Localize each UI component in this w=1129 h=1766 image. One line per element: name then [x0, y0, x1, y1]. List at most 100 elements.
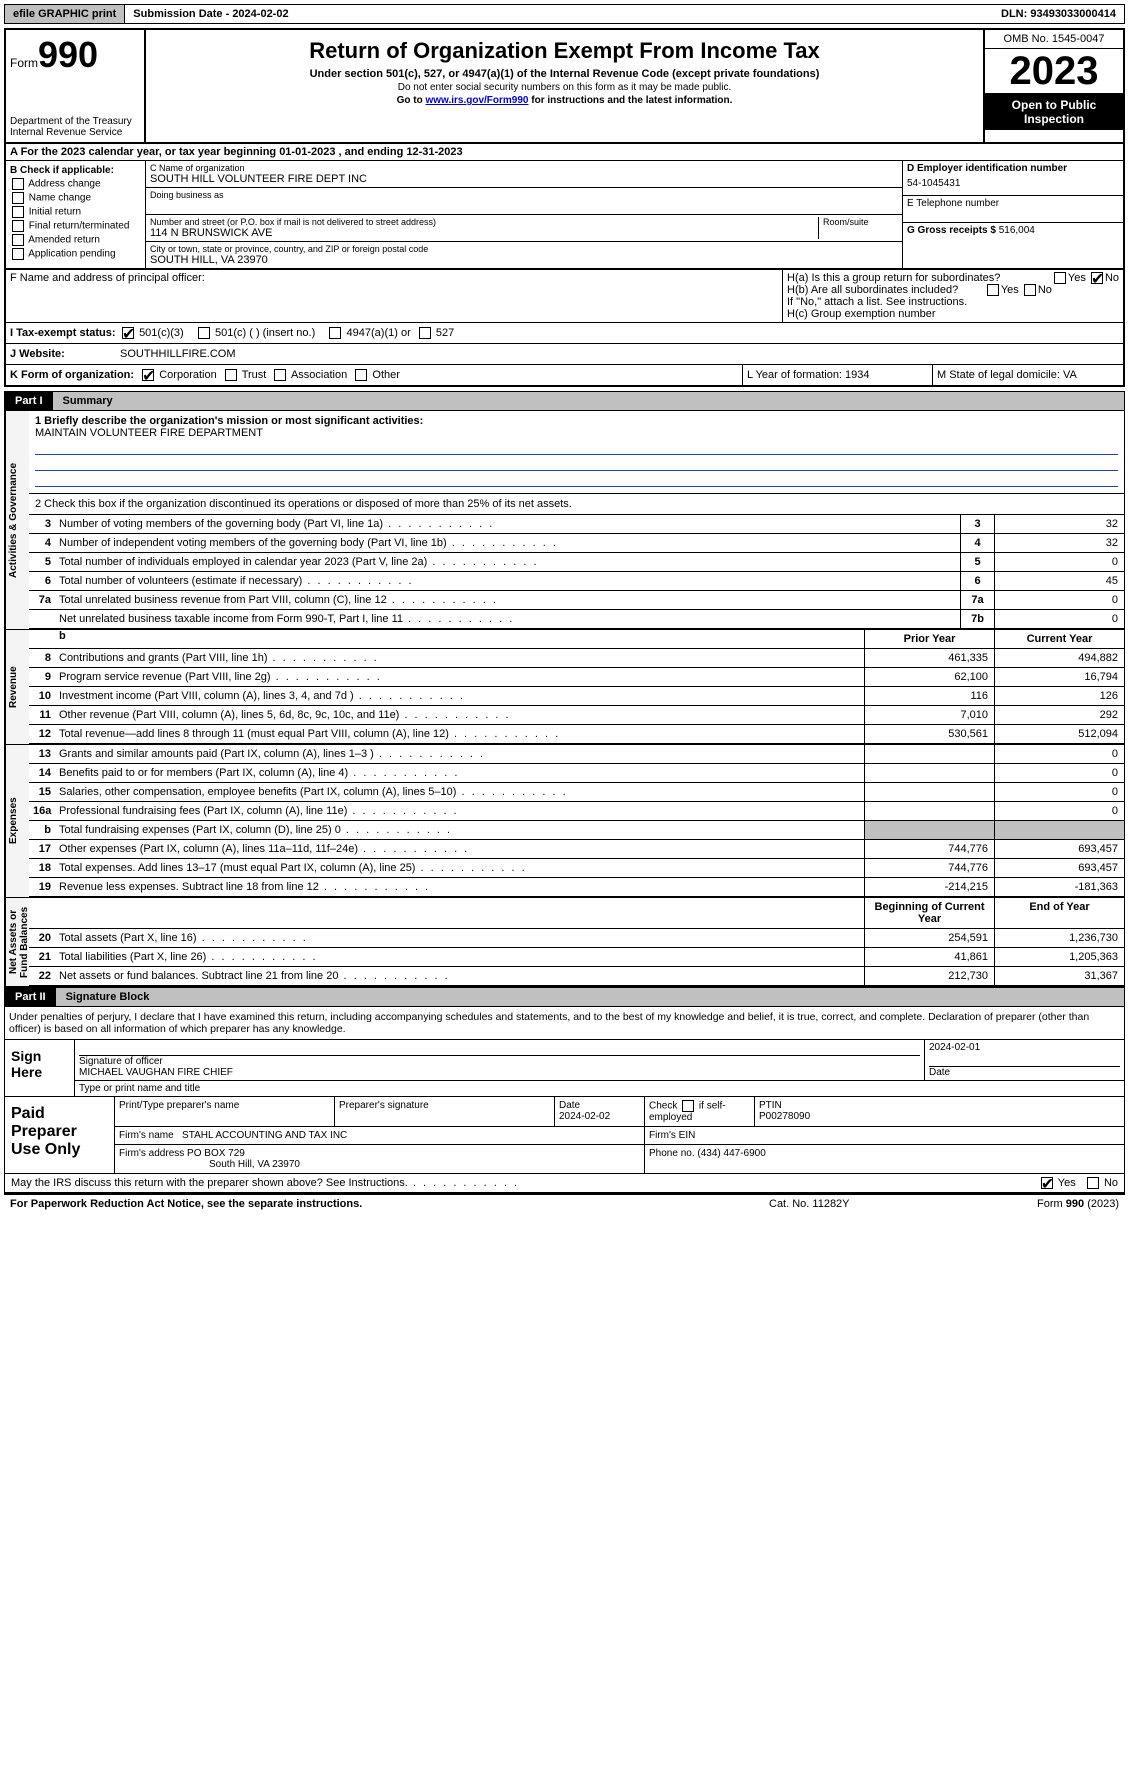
tax-year: 2023 — [985, 49, 1123, 93]
cb-discuss-yes[interactable] — [1041, 1177, 1053, 1189]
gross-receipts: 516,004 — [999, 225, 1035, 236]
form-number: 990 — [38, 34, 98, 75]
cb-initial-return[interactable] — [12, 206, 24, 218]
firm-addr1: PO BOX 729 — [187, 1148, 245, 1159]
footer-form: 990 — [1066, 1198, 1084, 1210]
phone-label: Phone no. — [649, 1148, 695, 1159]
cb-hb-no[interactable] — [1024, 284, 1036, 296]
cb-hb-yes[interactable] — [987, 284, 999, 296]
preparer-label: Paid Preparer Use Only — [5, 1097, 115, 1173]
section-a: A For the 2023 calendar year, or tax yea… — [4, 144, 1125, 161]
year-block: OMB No. 1545-0047 2023 Open to Public In… — [983, 30, 1123, 142]
topbar: efile GRAPHIC print Submission Date - 20… — [4, 4, 1125, 24]
cb-trust[interactable] — [225, 369, 237, 381]
summary-row: 9Program service revenue (Part VIII, lin… — [29, 668, 1124, 687]
hdr-current: Current Year — [994, 630, 1124, 648]
cb-other[interactable] — [355, 369, 367, 381]
firm-name-label: Firm's name — [119, 1130, 174, 1141]
summary-row: 15Salaries, other compensation, employee… — [29, 783, 1124, 802]
dba-label: Doing business as — [150, 190, 898, 200]
box-c: C Name of organization SOUTH HILL VOLUNT… — [146, 161, 903, 268]
addr-label: Number and street (or P.O. box if mail i… — [150, 217, 818, 227]
form-title: Return of Organization Exempt From Incom… — [150, 38, 979, 64]
vtab-rev: Revenue — [5, 630, 29, 744]
summary-row: 14Benefits paid to or for members (Part … — [29, 764, 1124, 783]
summary-ag: Activities & Governance 1 Briefly descri… — [4, 411, 1125, 630]
name-title-label: Type or print name and title — [75, 1081, 204, 1096]
form-note1: Do not enter social security numbers on … — [150, 82, 979, 93]
form-prefix: Form — [10, 56, 38, 70]
cb-self-employed[interactable] — [682, 1100, 694, 1112]
ein-label: D Employer identification number — [907, 163, 1119, 174]
date-label: Date — [929, 1067, 1120, 1078]
part1-label: Part I — [5, 392, 53, 410]
hb-note: If "No," attach a list. See instructions… — [787, 296, 1119, 308]
summary-row: 21Total liabilities (Part X, line 26)41,… — [29, 948, 1124, 967]
year-formation: L Year of formation: 1934 — [743, 365, 933, 385]
form-subtitle: Under section 501(c), 527, or 4947(a)(1)… — [150, 68, 979, 80]
street-address: 114 N BRUNSWICK AVE — [150, 227, 818, 239]
summary-row: 3Number of voting members of the governi… — [29, 515, 1124, 534]
efile-print-button[interactable]: efile GRAPHIC print — [5, 5, 125, 23]
cb-ha-no[interactable] — [1091, 272, 1103, 284]
irs-link[interactable]: www.irs.gov/Form990 — [425, 95, 528, 106]
part1-bar: Part I Summary — [4, 391, 1125, 411]
cb-address-change[interactable] — [12, 178, 24, 190]
row-j: J Website: SOUTHHILLFIRE.COM — [4, 344, 1125, 365]
summary-row: 20Total assets (Part X, line 16)254,5911… — [29, 929, 1124, 948]
tax-status-label: I Tax-exempt status: — [10, 327, 120, 339]
cb-name-change[interactable] — [12, 192, 24, 204]
cb-amended[interactable] — [12, 234, 24, 246]
ptin-label: PTIN — [759, 1100, 782, 1111]
summary-row: 17Other expenses (Part IX, column (A), l… — [29, 840, 1124, 859]
form-header: Form990 Department of the Treasury Inter… — [4, 28, 1125, 144]
omb-number: OMB No. 1545-0047 — [985, 30, 1123, 49]
firm-addr-label: Firm's address — [119, 1148, 184, 1159]
part2-title: Signature Block — [56, 988, 1124, 1006]
cb-discuss-no[interactable] — [1087, 1177, 1099, 1189]
principal-officer-label: F Name and address of principal officer: — [6, 270, 783, 322]
hdr-b: b — [59, 630, 66, 642]
summary-row: Net unrelated business taxable income fr… — [29, 610, 1124, 629]
phone: (434) 447-6900 — [697, 1148, 765, 1159]
city-state-zip: SOUTH HILL, VA 23970 — [150, 254, 898, 266]
cb-527[interactable] — [419, 327, 431, 339]
cb-corp[interactable] — [142, 369, 154, 381]
mission: MAINTAIN VOLUNTEER FIRE DEPARTMENT — [35, 427, 1118, 439]
perjury-text: Under penalties of perjury, I declare th… — [4, 1007, 1125, 1039]
summary-exp: Expenses 13Grants and similar amounts pa… — [4, 745, 1125, 898]
sign-block: Sign Here Signature of officer MICHAEL V… — [4, 1039, 1125, 1097]
line1: 1 Briefly describe the organization's mi… — [29, 411, 1124, 494]
summary-row: 7aTotal unrelated business revenue from … — [29, 591, 1124, 610]
name-label: C Name of organization — [150, 163, 898, 173]
cb-4947[interactable] — [329, 327, 341, 339]
open-inspection: Open to Public Inspection — [985, 93, 1123, 130]
prep-h1: Print/Type preparer's name — [115, 1097, 335, 1126]
vtab-na: Net Assets or Fund Balances — [5, 898, 29, 986]
cb-501c3[interactable] — [122, 327, 134, 339]
cb-app-pending[interactable] — [12, 248, 24, 260]
part2-bar: Part II Signature Block — [4, 987, 1125, 1007]
main-info: B Check if applicable: Address change Na… — [4, 161, 1125, 270]
firm-name: STAHL ACCOUNTING AND TAX INC — [182, 1130, 347, 1141]
cb-assoc[interactable] — [274, 369, 286, 381]
tel-label: E Telephone number — [907, 198, 1119, 209]
cb-501c[interactable] — [198, 327, 210, 339]
row-klm: K Form of organization: Corporation Trus… — [4, 365, 1125, 387]
cb-ha-yes[interactable] — [1054, 272, 1066, 284]
part1-title: Summary — [53, 392, 1124, 410]
officer-name: MICHAEL VAUGHAN FIRE CHIEF — [79, 1067, 920, 1078]
k-label: K Form of organization: — [10, 369, 134, 381]
discuss-row: May the IRS discuss this return with the… — [4, 1174, 1125, 1193]
cb-final-return[interactable] — [12, 220, 24, 232]
summary-row: 16aProfessional fundraising fees (Part I… — [29, 802, 1124, 821]
footer: For Paperwork Reduction Act Notice, see … — [4, 1193, 1125, 1213]
gross-label: G Gross receipts $ — [907, 225, 999, 236]
hc-label: H(c) Group exemption number — [787, 308, 1119, 320]
submission-date: Submission Date - 2024-02-02 — [125, 5, 993, 23]
preparer-block: Paid Preparer Use Only Print/Type prepar… — [4, 1097, 1125, 1174]
summary-row: 4Number of independent voting members of… — [29, 534, 1124, 553]
note2-suffix: for instructions and the latest informat… — [528, 95, 732, 106]
sign-date: 2024-02-01 — [929, 1042, 1120, 1053]
firm-addr2: South Hill, VA 23970 — [119, 1159, 300, 1170]
